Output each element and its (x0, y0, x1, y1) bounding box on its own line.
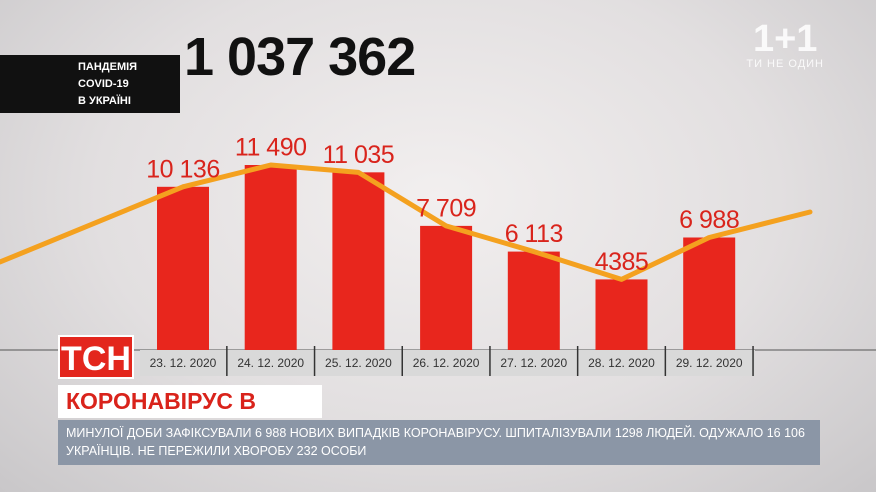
tag-line: COVID-19 (78, 78, 129, 90)
value-label: 11 035 (323, 141, 395, 169)
x-tick-label: 28. 12. 2020 (588, 356, 655, 370)
trend-line (182, 162, 711, 282)
bar (507, 251, 560, 350)
bar (332, 172, 385, 350)
value-label: 7 709 (416, 194, 476, 222)
bar (157, 186, 209, 350)
logo-slogan: ТИ НЕ ОДИН (746, 58, 824, 70)
value-label: 11 490 (235, 134, 307, 162)
tag-line: ПАНДЕМІЯ (78, 61, 138, 73)
value-label: 6 113 (505, 220, 563, 248)
date-strip (140, 350, 755, 376)
bar (420, 225, 473, 350)
value-label: 4385 (595, 248, 649, 276)
x-tick-label: 27. 12. 2020 (500, 356, 567, 370)
x-tick-label: 25. 12. 2020 (325, 356, 392, 370)
x-tick-label: 23. 12. 2020 (150, 356, 217, 370)
total: 1 037 362 (184, 27, 416, 87)
logo: 1+1 ТИ НЕ ОДИН (746, 20, 824, 70)
bar (595, 279, 648, 350)
value-label: 10 136 (146, 155, 219, 183)
value-label: 6 988 (679, 206, 739, 234)
channel-logo: ТСН (58, 335, 134, 379)
x-tick-label: 26. 12. 2020 (413, 356, 480, 370)
ticker: МИНУЛОЇ ДОБИ ЗАФІКСУВАЛИ 6 988 НОВИХ ВИП… (58, 420, 820, 465)
line-extension (706, 209, 813, 240)
logo-mark: 1+1 (752, 18, 818, 60)
x-tick-label: 24. 12. 2020 (237, 356, 304, 370)
tag-line: В УКРАЇНІ (78, 95, 131, 107)
headline: КОРОНАВІРУС В УКРАЇНІ (58, 385, 322, 447)
bar (244, 165, 297, 350)
x-tick-label: 29. 12. 2020 (676, 356, 743, 370)
line-extension (0, 184, 186, 265)
tag-box: ПАНДЕМІЯ COVID-19 В УКРАЇНІ (0, 55, 180, 113)
bar (683, 237, 736, 350)
